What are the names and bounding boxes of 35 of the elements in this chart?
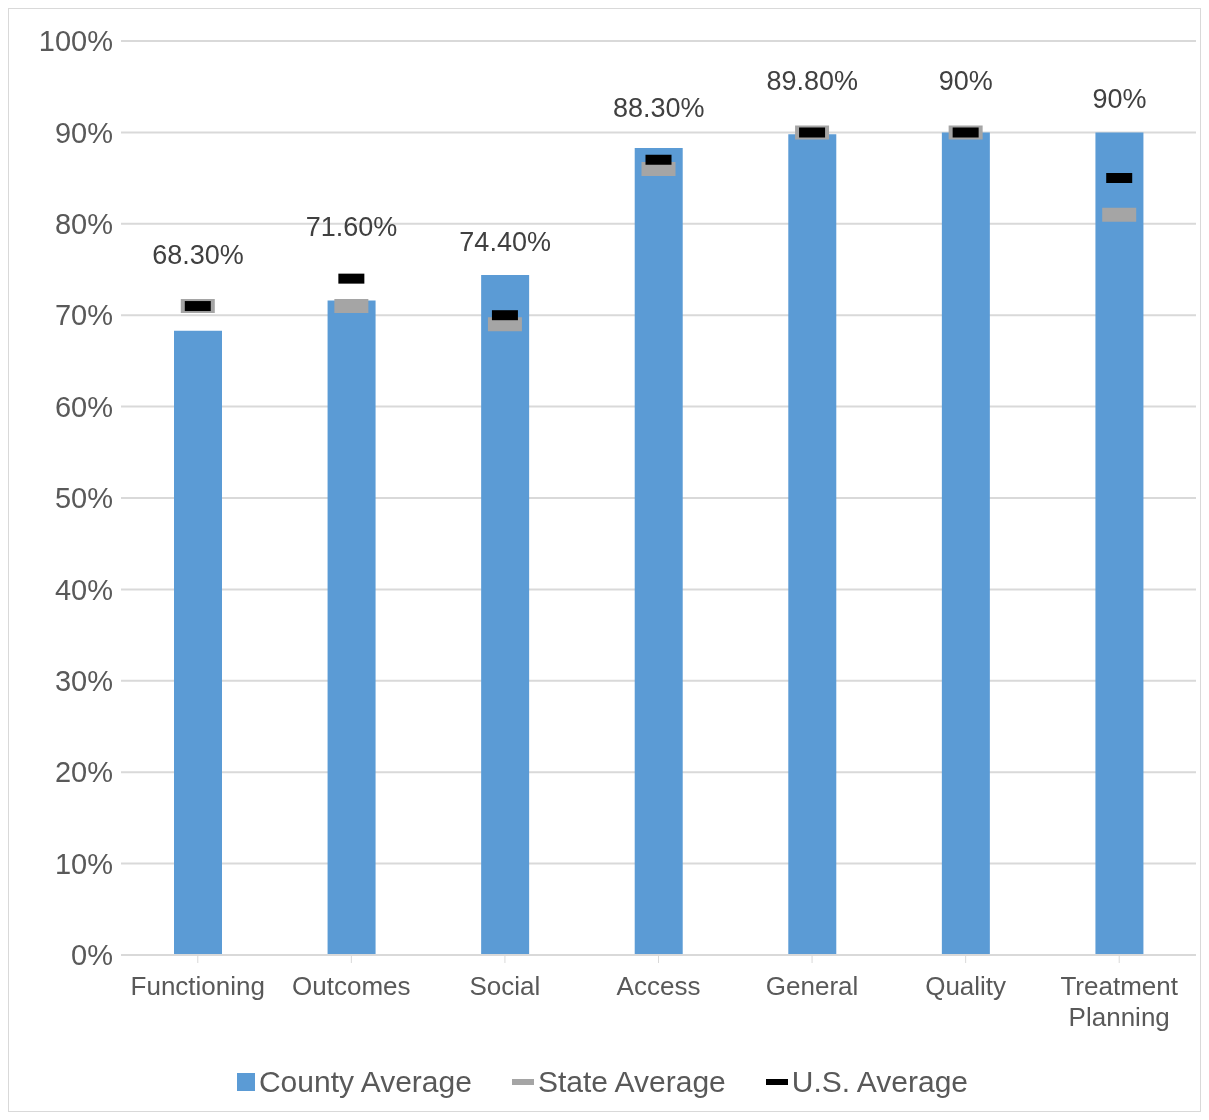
y-tick-label: 90% (54, 116, 113, 149)
x-tick-label: Outcomes (292, 971, 411, 1001)
y-tick-label: 40% (54, 573, 113, 606)
y-tick-label: 0% (71, 939, 113, 972)
bar (1095, 132, 1144, 955)
data-label: 88.30% (612, 93, 705, 124)
y-tick-label: 60% (54, 390, 113, 423)
y-tick-label: 70% (54, 299, 113, 332)
legend-label: U.S. Average (790, 1065, 969, 1099)
bar (788, 134, 837, 955)
x-tick-label: General (765, 971, 859, 1001)
x-tick-label: Functioning (130, 971, 265, 1001)
y-tick-label: 30% (54, 665, 113, 698)
y-tick-label: 10% (54, 847, 113, 880)
y-tick-label: 20% (54, 756, 113, 789)
legend-label: County Average (257, 1065, 472, 1099)
x-tick-label: Social (469, 971, 541, 1001)
data-label: 71.60% (305, 212, 398, 243)
data-label: 68.30% (152, 239, 244, 270)
data-label: 90% (1092, 84, 1147, 115)
x-tick-label: Treatment Planning (1060, 971, 1179, 1032)
y-tick-label: 100% (38, 25, 113, 58)
data-label: 74.40% (459, 226, 551, 257)
data-label: 89.80% (766, 65, 859, 96)
bar (327, 300, 376, 955)
y-tick-label: 80% (54, 208, 113, 241)
y-tick-label: 50% (54, 482, 113, 515)
data-label: 90% (938, 65, 993, 96)
x-tick-label: Access (616, 971, 701, 1001)
legend-label: State Average (536, 1065, 726, 1099)
bar (481, 274, 530, 955)
bar (941, 132, 990, 955)
bar (174, 330, 222, 955)
x-tick-label: Quality (925, 971, 1007, 1001)
bar (634, 147, 683, 955)
